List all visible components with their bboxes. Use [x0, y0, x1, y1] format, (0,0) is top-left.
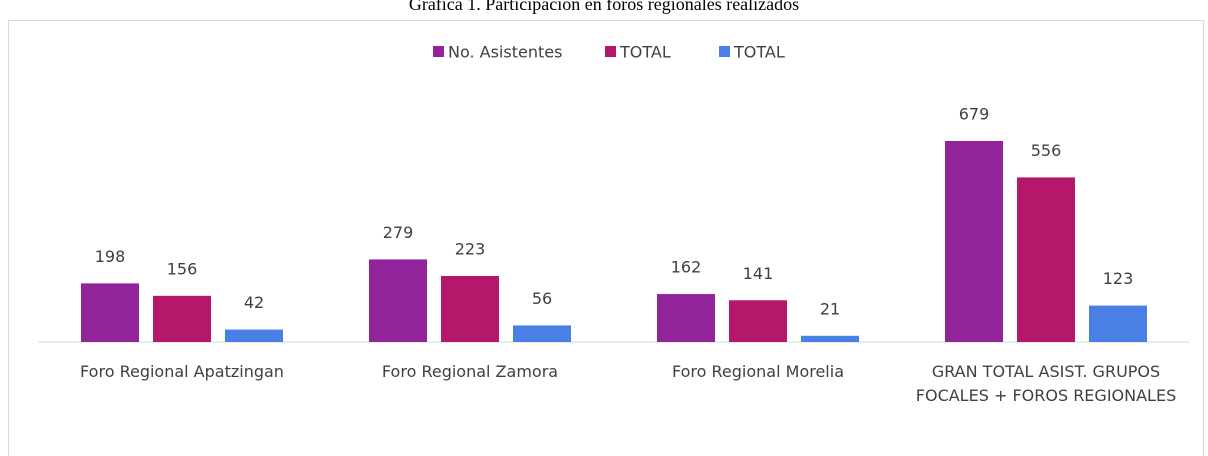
x-tick-label: Foro Regional Apatzingan: [80, 362, 284, 381]
bar: [945, 141, 1003, 342]
bar: [1089, 305, 1147, 342]
bar: [81, 283, 139, 342]
legend-label: No. Asistentes: [448, 43, 562, 62]
bar: [1017, 177, 1075, 342]
chart-title: Gráfica 1. Participación en foros region…: [409, 0, 799, 14]
data-label: 21: [820, 299, 840, 318]
bar: [153, 295, 211, 342]
data-label: 123: [1103, 269, 1134, 288]
legend-label: TOTAL: [619, 43, 671, 62]
data-label: 56: [532, 289, 552, 308]
x-tick-label: GRAN TOTAL ASIST. GRUPOS FOCALES + FOROS…: [915, 362, 1177, 405]
data-label: 141: [743, 264, 774, 283]
data-label: 162: [671, 258, 702, 277]
bar: [225, 329, 283, 342]
bar: [513, 325, 571, 342]
data-label: 198: [95, 247, 126, 266]
data-label: 279: [383, 223, 414, 242]
bar: [801, 335, 859, 342]
data-label: 223: [455, 239, 486, 258]
data-label: 156: [167, 259, 198, 278]
legend-swatch: [433, 46, 444, 57]
bar: [441, 275, 499, 342]
legend-swatch: [605, 46, 616, 57]
data-label: 42: [244, 293, 264, 312]
data-label: 679: [959, 105, 990, 124]
legend-swatch: [719, 46, 730, 57]
legend-label: TOTAL: [733, 43, 785, 62]
bar: [369, 259, 427, 342]
chart-frame: [8, 20, 1204, 456]
x-tick-label: Foro Regional Zamora: [381, 362, 559, 381]
bar: [729, 300, 787, 342]
bar: [657, 294, 715, 342]
x-tick-label: Foro Regional Morelia: [672, 362, 844, 381]
data-label: 556: [1031, 141, 1062, 160]
